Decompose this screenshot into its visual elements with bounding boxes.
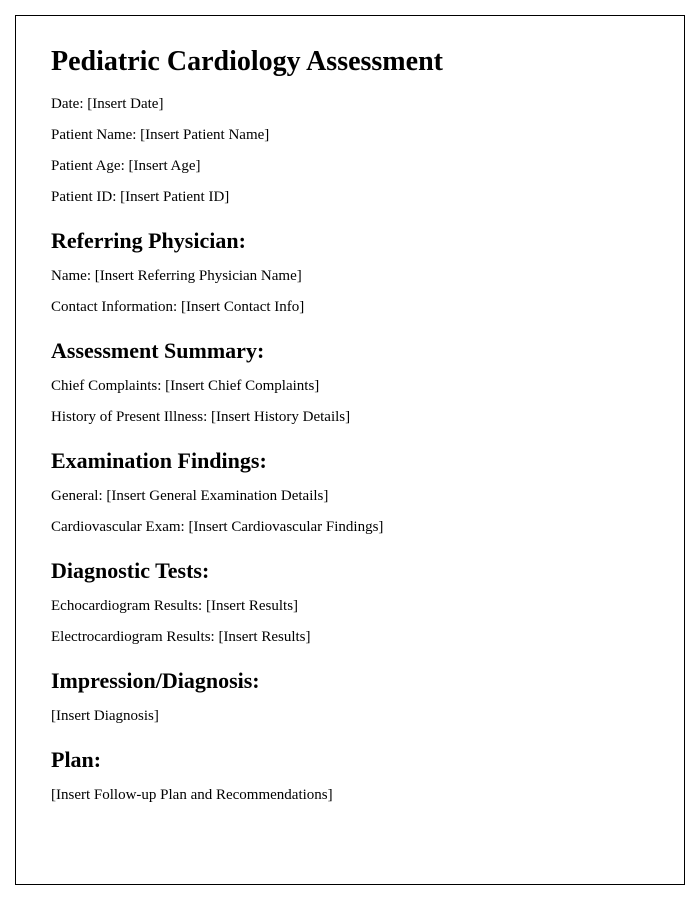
general-exam: General: [Insert General Examination Det… <box>51 488 649 505</box>
diagnosis: [Insert Diagnosis] <box>51 708 649 725</box>
examination-findings-heading: Examination Findings: <box>51 448 649 474</box>
diagnostic-tests-heading: Diagnostic Tests: <box>51 558 649 584</box>
patient-name: Patient Name: [Insert Patient Name] <box>51 127 649 144</box>
ecg-results: Electrocardiogram Results: [Insert Resul… <box>51 629 649 646</box>
patient-id: Patient ID: [Insert Patient ID] <box>51 189 649 206</box>
document-container: Pediatric Cardiology Assessment Date: [I… <box>15 15 685 885</box>
plan-heading: Plan: <box>51 747 649 773</box>
history-present-illness: History of Present Illness: [Insert Hist… <box>51 409 649 426</box>
patient-age: Patient Age: [Insert Age] <box>51 158 649 175</box>
referring-physician-contact: Contact Information: [Insert Contact Inf… <box>51 299 649 316</box>
referring-physician-heading: Referring Physician: <box>51 228 649 254</box>
chief-complaints: Chief Complaints: [Insert Chief Complain… <box>51 378 649 395</box>
cardiovascular-exam: Cardiovascular Exam: [Insert Cardiovascu… <box>51 519 649 536</box>
plan-followup: [Insert Follow-up Plan and Recommendatio… <box>51 787 649 804</box>
patient-date: Date: [Insert Date] <box>51 96 649 113</box>
echo-results: Echocardiogram Results: [Insert Results] <box>51 598 649 615</box>
impression-heading: Impression/Diagnosis: <box>51 668 649 694</box>
assessment-summary-heading: Assessment Summary: <box>51 338 649 364</box>
page-title: Pediatric Cardiology Assessment <box>51 46 649 78</box>
referring-physician-name: Name: [Insert Referring Physician Name] <box>51 268 649 285</box>
